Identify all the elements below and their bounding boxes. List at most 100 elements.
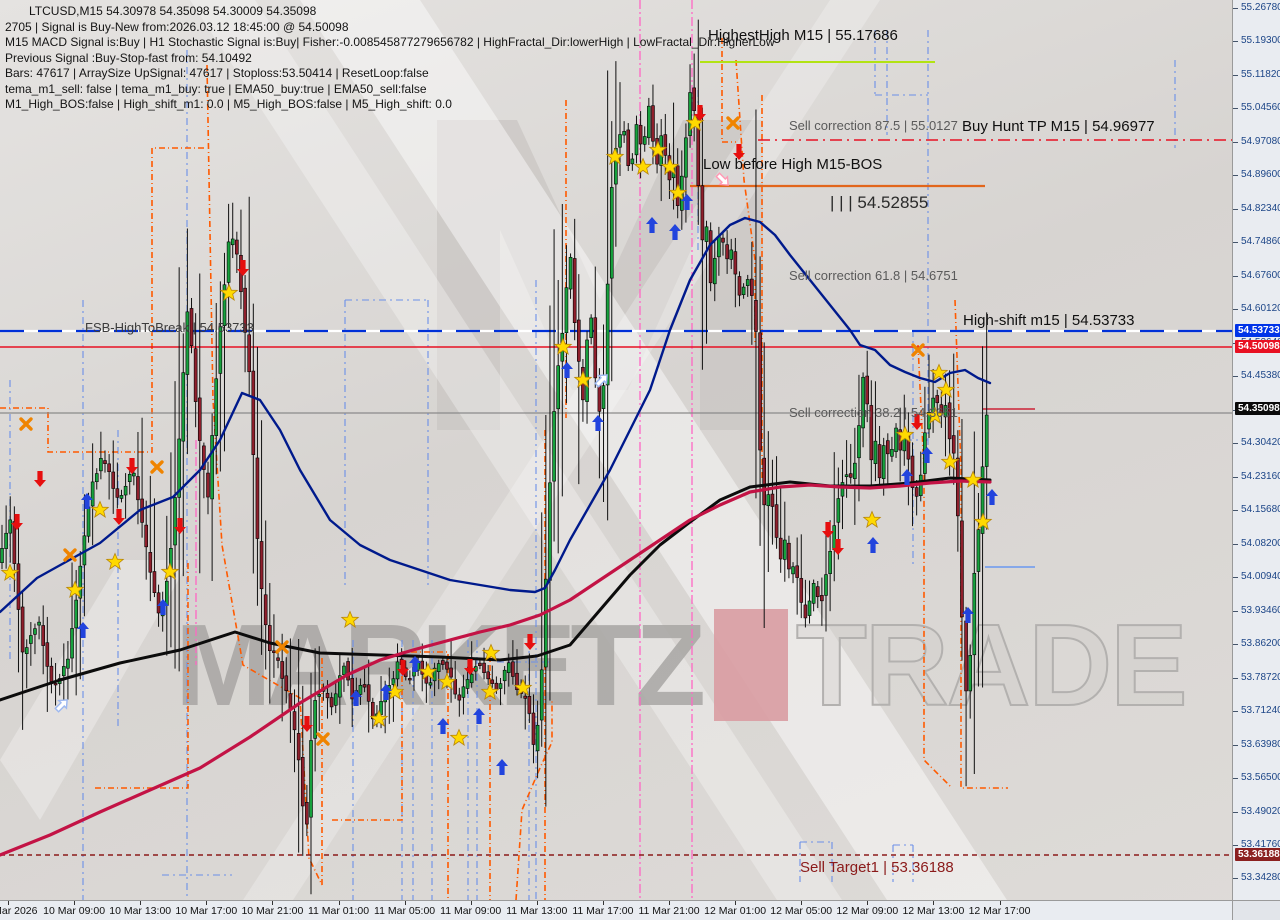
buy-arrow-marker <box>921 447 933 463</box>
star-signal-marker <box>437 672 457 690</box>
candle-bullish <box>222 284 227 326</box>
time-axis-label: 11 Mar 21:00 <box>638 905 700 917</box>
candle-bullish <box>165 580 169 606</box>
price-axis-tick <box>1233 275 1238 277</box>
candle-bullish <box>313 700 317 739</box>
sell-arrow-marker <box>301 716 313 732</box>
candle-bearish <box>947 402 952 440</box>
buy-arrow-marker <box>962 607 974 623</box>
buy-arrow-marker <box>380 684 392 700</box>
candle-bullish <box>552 411 556 482</box>
candle-bearish <box>638 124 643 145</box>
price-axis-tick <box>1233 644 1238 646</box>
buy-arrow-marker <box>473 708 485 724</box>
sell-arrow-marker <box>822 522 834 538</box>
star-signal-marker <box>685 113 705 131</box>
orange-trailing-stop <box>515 700 553 900</box>
candle-bearish <box>820 595 824 602</box>
candle-bullish <box>943 405 948 418</box>
price-axis-tick <box>1233 677 1238 679</box>
candle-bullish <box>99 458 103 472</box>
candle-bullish <box>66 658 70 669</box>
candle-bearish <box>441 660 445 665</box>
star-signal-marker <box>660 157 680 175</box>
candle-bearish <box>774 504 779 538</box>
candle-bullish <box>861 376 865 429</box>
price-axis-tick <box>1233 711 1238 713</box>
price-axis-label: 53.34280 <box>1241 872 1280 884</box>
candle-bullish <box>29 635 33 644</box>
candle-bullish <box>432 667 437 682</box>
candle-bearish <box>362 684 367 688</box>
candle-bearish <box>136 476 140 501</box>
sell-arrow-marker <box>694 105 706 121</box>
candle-bearish <box>408 678 412 681</box>
price-chart[interactable]: HighestHigh M15 | 55.17686 Buy Hunt TP M1… <box>0 0 1232 900</box>
candle-bullish <box>881 445 886 479</box>
price-axis-tick <box>1233 543 1238 545</box>
star-signal-marker <box>480 682 500 700</box>
candle-bullish <box>132 472 136 477</box>
price-axis-tick <box>1233 309 1238 311</box>
candle-bullish <box>218 326 223 374</box>
star-signal-marker <box>90 500 110 518</box>
price-axis-tick <box>1233 141 1238 143</box>
orange-trailing-stop <box>721 38 736 143</box>
buy-arrow-marker <box>681 194 693 210</box>
candle-bearish <box>885 440 890 455</box>
candle-bearish <box>692 87 696 111</box>
star-signal-marker <box>940 452 960 470</box>
candle-bullish <box>894 427 898 452</box>
candle-bullish <box>0 548 4 564</box>
price-axis-label: 53.93460 <box>1241 604 1280 616</box>
candle-bullish <box>539 669 544 721</box>
candle-bullish <box>556 365 561 410</box>
candle-bearish <box>482 662 486 674</box>
candle-bullish <box>465 679 470 689</box>
price-axis-label: 55.11820 <box>1241 68 1280 80</box>
candle-bearish <box>366 684 371 702</box>
time-axis-label: 10 Mar 21:00 <box>241 905 304 917</box>
buy-arrow-marker <box>437 718 449 734</box>
price-axis[interactable]: 55.26780 55.19300 55.11820 55.04560 54.97080… <box>1232 0 1280 917</box>
candle-bearish <box>449 667 453 678</box>
time-axis-label: 12 Mar 01:00 <box>704 905 767 917</box>
price-axis-tick <box>1233 476 1238 478</box>
x-signal-marker <box>911 343 925 357</box>
label-sell-correction-618: Sell correction 61.8 | 54.6751 <box>789 268 958 283</box>
candle-bearish <box>700 185 705 241</box>
candle-bearish <box>956 457 960 517</box>
candle-bullish <box>605 283 610 386</box>
star-signal-marker <box>862 510 882 528</box>
sell-arrow-marker <box>11 514 23 530</box>
candle-bearish <box>593 317 598 379</box>
time-axis-label: 11 Mar 13:00 <box>506 905 568 917</box>
price-axis-label: 54.23160 <box>1241 470 1280 482</box>
candle-bearish <box>478 662 482 667</box>
candle-bullish <box>968 655 973 692</box>
candle-bullish <box>544 578 548 668</box>
candle-bearish <box>259 541 264 590</box>
light-streak <box>0 560 190 820</box>
candle-bearish <box>515 672 519 690</box>
buy-arrow-marker <box>157 599 169 615</box>
candle-bullish <box>684 137 688 178</box>
star-signal-marker <box>895 425 915 443</box>
candle-bullish <box>214 378 219 436</box>
candle-bullish <box>230 238 235 246</box>
candle-bearish <box>721 237 725 243</box>
candle-bullish <box>61 666 66 677</box>
price-axis-tick <box>1233 175 1238 177</box>
price-axis-tick <box>1233 376 1238 378</box>
candle-bearish <box>737 276 742 296</box>
price-axis-tick <box>1233 610 1238 612</box>
candle-bearish <box>651 105 655 142</box>
candle-bearish <box>103 460 107 464</box>
price-axis-label: 53.71240 <box>1241 705 1280 717</box>
price-axis-label: 53.78720 <box>1241 671 1280 683</box>
signal-line-4: Bars: 47617 | ArraySize UpSignal: 47617 … <box>5 66 429 80</box>
candle-bearish <box>193 348 198 402</box>
candle-bearish <box>725 244 729 260</box>
